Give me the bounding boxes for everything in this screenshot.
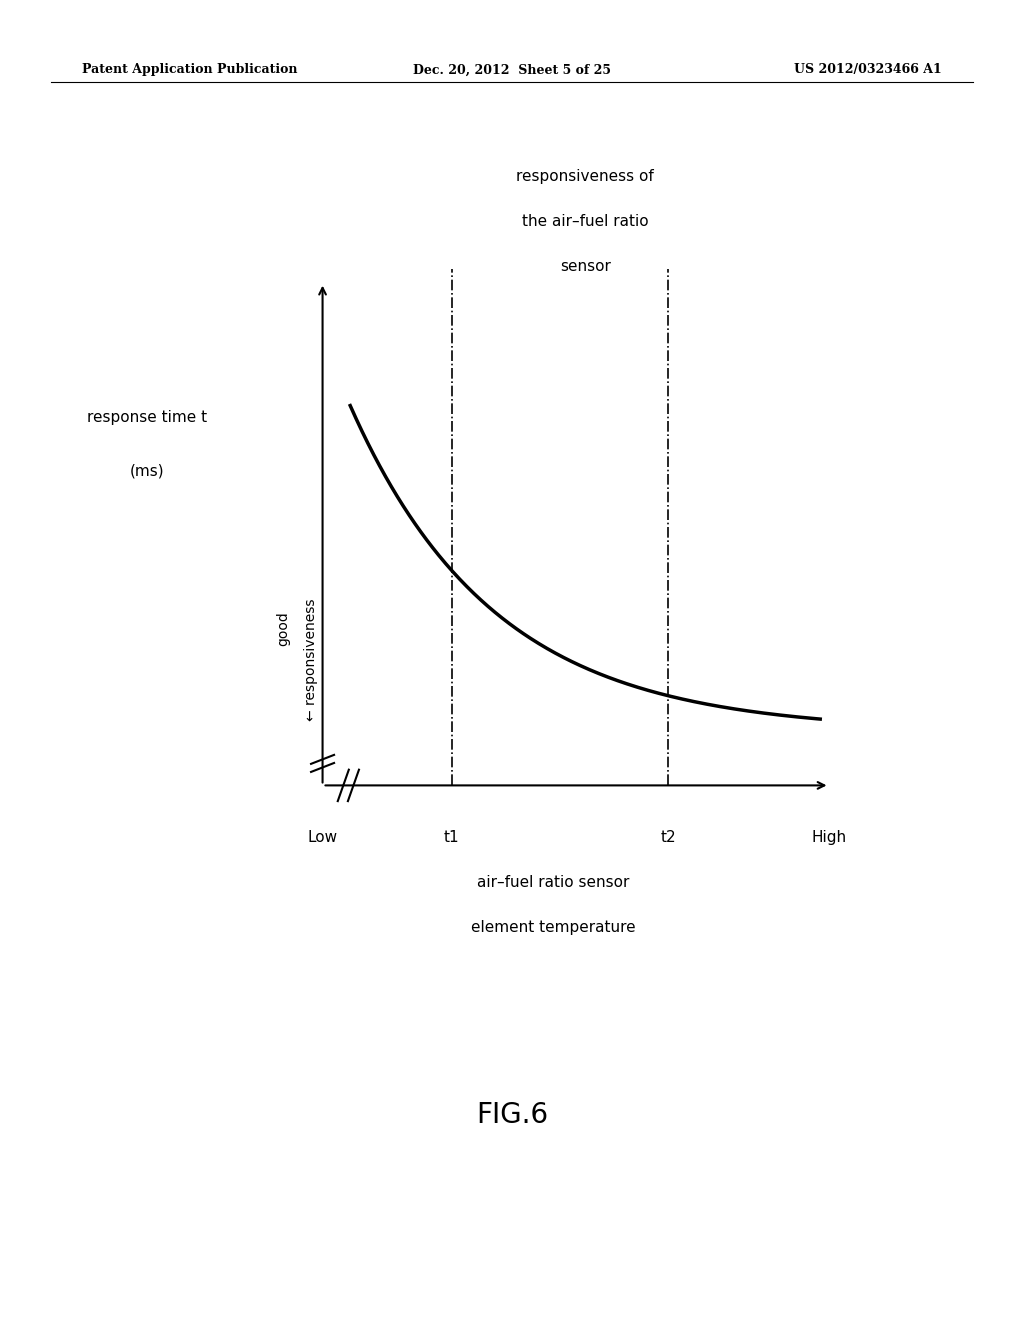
Text: sensor: sensor xyxy=(560,259,610,273)
Text: air–fuel ratio sensor: air–fuel ratio sensor xyxy=(477,875,629,890)
Text: (ms): (ms) xyxy=(130,463,165,479)
Text: Dec. 20, 2012  Sheet 5 of 25: Dec. 20, 2012 Sheet 5 of 25 xyxy=(413,63,611,77)
Text: Low: Low xyxy=(307,830,338,845)
Text: High: High xyxy=(812,830,847,845)
Text: element temperature: element temperature xyxy=(471,920,635,935)
Text: Patent Application Publication: Patent Application Publication xyxy=(82,63,297,77)
Text: the air–fuel ratio: the air–fuel ratio xyxy=(522,214,648,228)
Text: t2: t2 xyxy=(660,830,676,845)
Text: US 2012/0323466 A1: US 2012/0323466 A1 xyxy=(795,63,942,77)
Text: ← responsiveness: ← responsiveness xyxy=(304,598,318,721)
Text: response time t: response time t xyxy=(87,411,208,425)
Text: t1: t1 xyxy=(443,830,460,845)
Text: good: good xyxy=(276,611,291,645)
Text: responsiveness of: responsiveness of xyxy=(516,169,654,183)
Text: FIG.6: FIG.6 xyxy=(476,1101,548,1130)
